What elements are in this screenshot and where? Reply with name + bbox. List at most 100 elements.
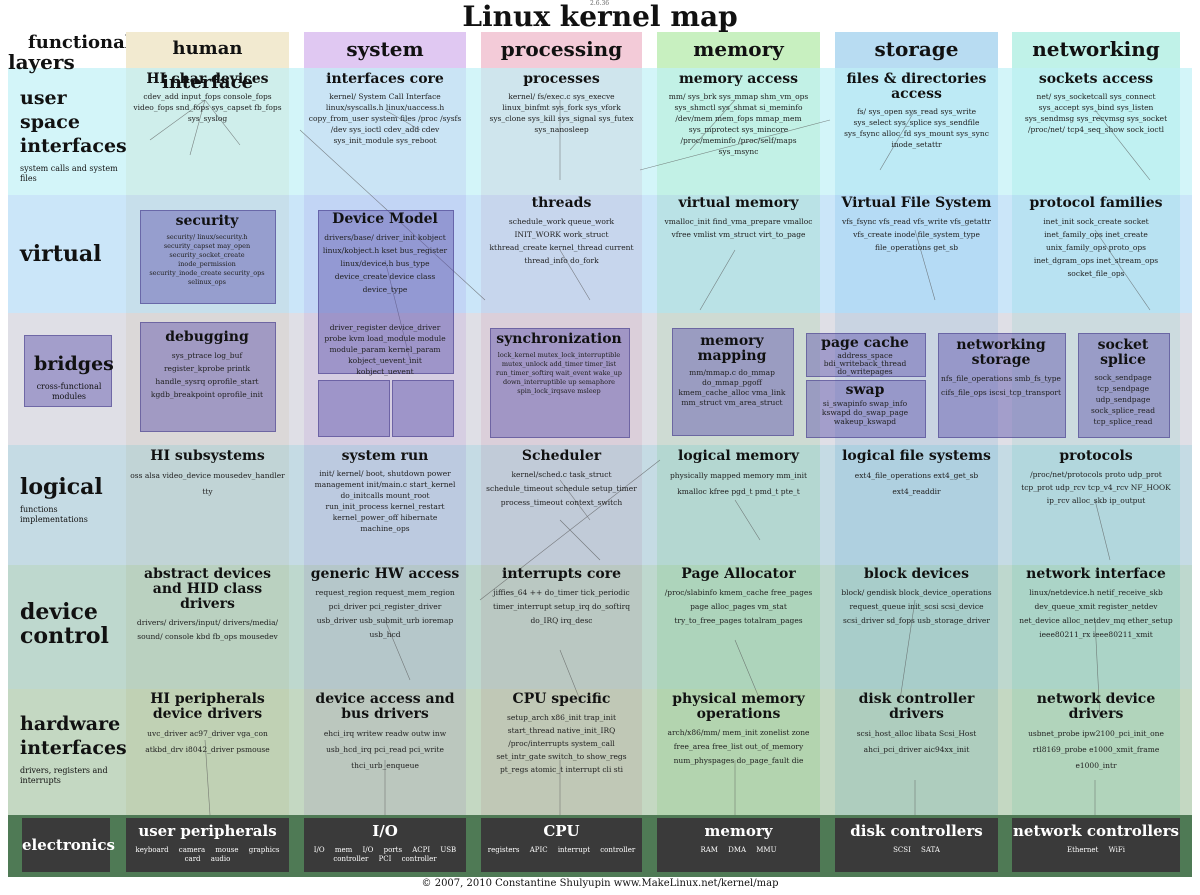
cell-title: threads	[531, 195, 592, 211]
cell-logical-memory: logical memory physically mapped memory …	[661, 449, 816, 500]
cell-items: net/ sys_socketcall sys_connect sys_acce…	[1024, 92, 1168, 134]
cell-title: socket splice	[1097, 337, 1149, 368]
cell-hi-char-devices: HI char devices cdev_add input_fops cons…	[130, 72, 285, 124]
cell-items: schedule_work queue_work INIT_WORK work_…	[489, 217, 634, 265]
cell-threads: threads schedule_work queue_work INIT_WO…	[485, 196, 638, 267]
debugging-box	[140, 322, 276, 432]
hw-title: I/O	[372, 822, 398, 840]
row-label-text: logical	[20, 474, 103, 500]
row-label-hardware: hardware interfaces drivers, registers a…	[20, 712, 127, 786]
cell-title: network interface	[1026, 566, 1166, 582]
cell-hi-peripherals: HI peripherals device drivers uvc_driver…	[130, 692, 285, 758]
cell-logical-file-systems: logical file systems ext4_file_operation…	[839, 449, 994, 500]
memory-mapping-box	[672, 328, 794, 436]
hw-items: Ethernet WiFi	[1066, 846, 1125, 854]
row-label-virtual: virtual	[20, 242, 102, 266]
cell-items: ehci_irq writew readw outw inw usb_hcd_i…	[323, 729, 447, 770]
cell-title: processes	[523, 71, 600, 87]
cell-items: driver_register device_driver probe kvm …	[324, 323, 446, 376]
row-sublabel: functions implementations	[20, 505, 88, 524]
cell-title: physical memory operations	[672, 691, 805, 722]
cell-synchronization: synchronization lock_kernel mutex_lock_i…	[492, 332, 626, 396]
cell-page-cache: page cache address_space bdi_writeback_t…	[808, 336, 922, 376]
cell-memory-access: memory access mm/ sys_brk sys_mmap shm_v…	[661, 72, 816, 157]
cell-items: kernel/ System Call Interface linux/sysc…	[308, 92, 462, 145]
cell-physical-memory-operations: physical memory operations arch/x86/mm/ …	[661, 692, 816, 768]
cell-title: generic HW access	[310, 566, 460, 582]
cell-interrupts-core: interrupts core jiffies_64 ++ do_timer t…	[485, 567, 638, 628]
cell-items: mm/mmap.c do_mmap do_mmap_pgoff kmem_cac…	[678, 368, 786, 407]
hw-title: user peripherals	[138, 822, 277, 840]
column-bg-processing	[481, 68, 642, 815]
electronics-label: electronics	[22, 818, 115, 872]
row-label-device-control: device control	[20, 600, 110, 648]
cell-virtual-file-system: Virtual File System vfs_fsync vfs_read v…	[839, 196, 994, 254]
hw-disk-controllers: disk controllers SCSI SATA	[835, 818, 998, 872]
hw-io: I/O I/O mem I/O ports ACPI USB controlle…	[304, 818, 466, 872]
page-cache-box	[806, 333, 926, 377]
cell-title: files & directories access	[846, 71, 987, 102]
cell-title: logical memory	[678, 448, 799, 464]
cell-title: page cache	[821, 335, 909, 351]
cell-device-model: Device Model drivers/base/ driver_init k…	[320, 212, 450, 296]
row-label-text: virtual	[20, 241, 102, 267]
bridges-label-box	[24, 335, 112, 407]
cell-title: interfaces core	[326, 71, 444, 87]
row-label-text: device control	[20, 599, 109, 649]
networking-storage-box	[938, 333, 1066, 438]
cell-title: virtual memory	[678, 195, 799, 211]
synchronization-box	[490, 328, 630, 438]
cell-items: setup_arch x86_init trap_init start_thre…	[496, 713, 627, 774]
cell-title: protocol families	[1029, 195, 1163, 211]
row-bg-virtual	[8, 195, 1192, 313]
cell-items: drivers/ drivers/input/ drivers/media/ s…	[136, 618, 279, 641]
cell-swap: swap si_swapinfo swap_info kswapd do_swa…	[808, 383, 922, 427]
cell-items: address_space bdi_writeback_thread do_wr…	[823, 351, 907, 376]
cell-items: usbnet_probe ipw2100_pci_init_one rtl816…	[1028, 729, 1164, 770]
cell-page-allocator: Page Allocator /proc/slabinfo kmem_cache…	[661, 567, 816, 628]
cell-processes: processes kernel/ fs/exec.c sys_execve l…	[485, 72, 638, 135]
cell-items: /proc/net/protocols proto udp_prot tcp_p…	[1021, 470, 1171, 505]
cell-system-run: system run init/ kernel/ boot, shutdown …	[308, 449, 462, 534]
cell-items: physically mapped memory mm_init kmalloc…	[669, 471, 807, 496]
module-box	[318, 380, 390, 437]
cell-protocols: protocols /proc/net/protocols proto udp_…	[1016, 449, 1176, 507]
cell-title: device access and bus drivers	[315, 691, 455, 722]
cell-items: /proc/slabinfo kmem_cache free_pages pag…	[664, 588, 813, 625]
row-label-text: bridges	[34, 353, 114, 375]
cell-debugging: debugging sys_ptrace log_buf register_kp…	[142, 330, 272, 401]
cell-title: debugging	[165, 329, 249, 345]
row-sublabel: cross-functional modules	[36, 382, 102, 401]
cell-title: CPU specific	[512, 691, 611, 707]
column-header-human-interface: human interface	[126, 32, 289, 93]
column-header-networking: networking	[1012, 32, 1180, 68]
cell-hi-subsystems: HI subsystems oss alsa video_device mous…	[130, 449, 285, 500]
hw-items: keyboard camera mouse graphics card audi…	[135, 846, 280, 863]
version-label: 2.6.36	[590, 0, 610, 7]
column-header-memory: memory	[657, 32, 820, 68]
cell-items: security/ linux/security.h security_caps…	[149, 233, 265, 286]
hw-title: CPU	[543, 822, 580, 840]
cell-networking-storage: networking storage nfs_file_operations s…	[940, 338, 1062, 400]
cell-virtual-memory: virtual memory vmalloc_init find_vma_pre…	[661, 196, 816, 241]
hw-title: network controllers	[1013, 822, 1179, 840]
map-title: Linux kernel map	[462, 0, 738, 33]
cell-title: Device Model	[332, 211, 438, 227]
hw-network-controllers: network controllers Ethernet WiFi	[1012, 818, 1180, 872]
row-label-bridges: bridges cross-functional modules	[34, 352, 114, 402]
cell-items: ext4_file_operations ext4_get_sb ext4_re…	[854, 471, 979, 496]
row-sublabel: drivers, registers and interrupts	[20, 766, 108, 785]
hw-memory: memory RAM DMA MMU	[657, 818, 820, 872]
cell-scheduler: Scheduler kernel/sched.c task_struct sch…	[485, 449, 638, 510]
column-header-processing: processing	[481, 32, 642, 68]
cell-title: Scheduler	[521, 448, 602, 464]
cell-network-interface: network interface linux/netdevice.h neti…	[1016, 567, 1176, 642]
security-box	[140, 210, 276, 304]
cell-items: fs/ sys_open sys_read sys_write sys_sele…	[844, 107, 989, 149]
hw-items: SCSI SATA	[893, 846, 940, 854]
row-label-text: hardware interfaces	[20, 713, 127, 759]
socket-splice-box	[1078, 333, 1170, 438]
cell-items: inet_init sock_create socket inet_family…	[1033, 217, 1159, 278]
row-bg-device-control	[8, 565, 1192, 689]
cell-items: vfs_fsync vfs_read vfs_write vfs_getattr…	[842, 217, 991, 252]
